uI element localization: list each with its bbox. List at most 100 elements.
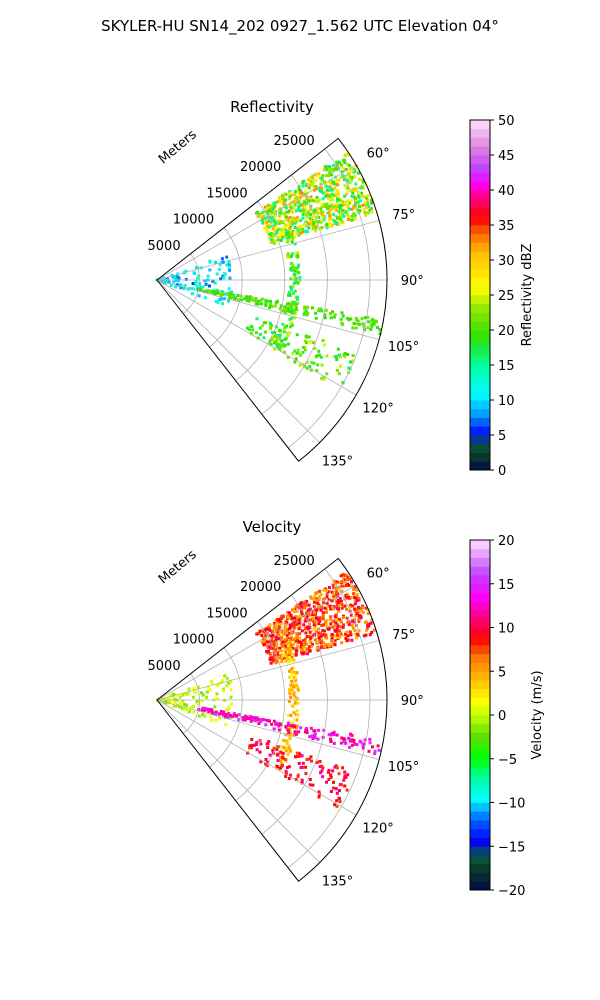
- reflectivity-echo-cell: [277, 336, 281, 340]
- reflectivity-echo-cell: [360, 204, 363, 208]
- velocity-echo-cell: [364, 620, 368, 624]
- reflectivity-echo-cell: [278, 334, 282, 337]
- velocity-echo-cell: [326, 770, 330, 774]
- velocity-colorbar-tick-label: 0: [498, 709, 506, 724]
- reflectivity-echo-cell: [370, 210, 374, 214]
- reflectivity-echo-cell: [329, 316, 333, 320]
- reflectivity-echo-cell: [357, 323, 361, 326]
- reflectivity-echo-cell: [212, 291, 216, 295]
- velocity-echo-cell: [298, 606, 302, 610]
- reflectivity-echo-cell: [347, 171, 351, 175]
- reflectivity-echo-cell: [281, 322, 285, 326]
- reflectivity-colorbar-segment: [470, 190, 490, 200]
- reflectivity-echo-cell: [276, 343, 280, 347]
- reflectivity-echo-cell: [228, 296, 232, 300]
- reflectivity-echo-cell: [267, 225, 271, 229]
- reflectivity-echo-cell: [264, 219, 268, 223]
- reflectivity-echo-cell: [272, 233, 276, 237]
- reflectivity-echo-cell: [331, 207, 335, 211]
- velocity-echo-cell: [366, 624, 370, 628]
- velocity-colorbar-segment: [470, 566, 490, 576]
- velocity-colorbar-segment: [470, 793, 490, 803]
- velocity-echo-cell: [329, 615, 333, 619]
- velocity-echo-cell: [302, 649, 306, 653]
- reflectivity-echo-cell: [366, 326, 370, 330]
- velocity-echo-cell: [286, 630, 290, 634]
- velocity-echo-cell: [287, 638, 291, 642]
- velocity-echo-cell: [292, 610, 296, 614]
- velocity-echo-cell: [346, 575, 350, 579]
- velocity-echo-cell: [268, 658, 272, 661]
- velocity-echo-cell: [210, 682, 214, 686]
- velocity-echo-cell: [365, 628, 368, 632]
- reflectivity-echo-cell: [348, 173, 351, 177]
- velocity-echo-cell: [276, 759, 280, 762]
- reflectivity-echo-cell: [346, 353, 350, 356]
- reflectivity-echo-cell: [285, 218, 289, 222]
- velocity-echo-cell: [308, 618, 312, 622]
- reflectivity-echo-cell: [254, 302, 258, 306]
- reflectivity-echo-cell: [341, 314, 345, 318]
- reflectivity-echo-cell: [282, 198, 286, 202]
- reflectivity-azimuth-tick-label: 75°: [392, 208, 415, 223]
- velocity-echo-cell: [327, 768, 331, 772]
- velocity-echo-cell: [266, 746, 270, 750]
- velocity-echo-cell: [303, 619, 307, 623]
- velocity-echo-cell: [218, 712, 221, 716]
- velocity-echo-cell: [314, 638, 317, 642]
- velocity-echo-cell: [349, 596, 353, 600]
- reflectivity-echo-cell: [328, 194, 332, 198]
- velocity-echo-cell: [331, 625, 335, 629]
- velocity-echo-cell: [373, 628, 376, 632]
- velocity-echo-cell: [338, 789, 341, 793]
- velocity-echo-cell: [304, 765, 308, 769]
- velocity-echo-cell: [268, 652, 272, 656]
- velocity-echo-cell: [318, 638, 321, 641]
- reflectivity-echo-cell: [275, 337, 278, 341]
- reflectivity-echo-cell: [264, 298, 268, 302]
- velocity-echo-cell: [277, 633, 281, 637]
- velocity-echo-cell: [290, 679, 294, 683]
- reflectivity-echo-cell: [336, 197, 339, 201]
- reflectivity-colorbar-segment: [470, 251, 490, 261]
- velocity-echo-cell: [289, 714, 293, 717]
- reflectivity-echo-cell: [309, 213, 313, 217]
- velocity-echo-cell: [260, 640, 264, 644]
- velocity-echo-cell: [287, 735, 291, 739]
- reflectivity-echo-cell: [245, 326, 249, 330]
- velocity-echo-cell: [248, 744, 252, 748]
- reflectivity-colorbar-segment: [470, 172, 490, 182]
- reflectivity-echo-cell: [308, 340, 312, 343]
- velocity-echo-cell: [311, 783, 315, 787]
- reflectivity-echo-cell: [351, 214, 355, 218]
- velocity-echo-cell: [285, 740, 289, 744]
- velocity-echo-cell: [191, 705, 195, 709]
- reflectivity-echo-cell: [295, 351, 299, 355]
- reflectivity-echo-cell: [358, 209, 362, 213]
- reflectivity-echo-cell: [305, 360, 309, 364]
- reflectivity-echo-cell: [335, 354, 339, 358]
- reflectivity-echo-cell: [291, 211, 295, 215]
- reflectivity-colorbar-segment: [470, 198, 490, 208]
- velocity-echo-cell: [181, 699, 185, 703]
- velocity-echo-cell: [335, 805, 339, 808]
- velocity-echo-cell: [366, 608, 370, 612]
- reflectivity-echo-cell: [317, 172, 321, 176]
- velocity-echo-cell: [284, 758, 288, 761]
- velocity-colorbar-segment: [470, 750, 490, 760]
- reflectivity-echo-lower-echo: [245, 317, 355, 385]
- reflectivity-echo-cell: [194, 283, 198, 287]
- velocity-echo-cell: [325, 619, 329, 623]
- velocity-echo-cell: [255, 740, 259, 744]
- velocity-echo-cell: [346, 621, 350, 624]
- reflectivity-echo-cell: [171, 275, 175, 279]
- velocity-echo-cell: [229, 695, 233, 699]
- velocity-echo-cell: [286, 644, 290, 647]
- velocity-echo-cell: [352, 620, 356, 624]
- velocity-colorbar-segment: [470, 540, 490, 550]
- reflectivity-echo-cell: [331, 196, 335, 200]
- reflectivity-echo-cell: [261, 211, 265, 214]
- velocity-echo-cell: [340, 633, 344, 637]
- velocity-colorbar-tick-label: −5: [498, 753, 517, 768]
- velocity-echo-cell: [281, 751, 285, 755]
